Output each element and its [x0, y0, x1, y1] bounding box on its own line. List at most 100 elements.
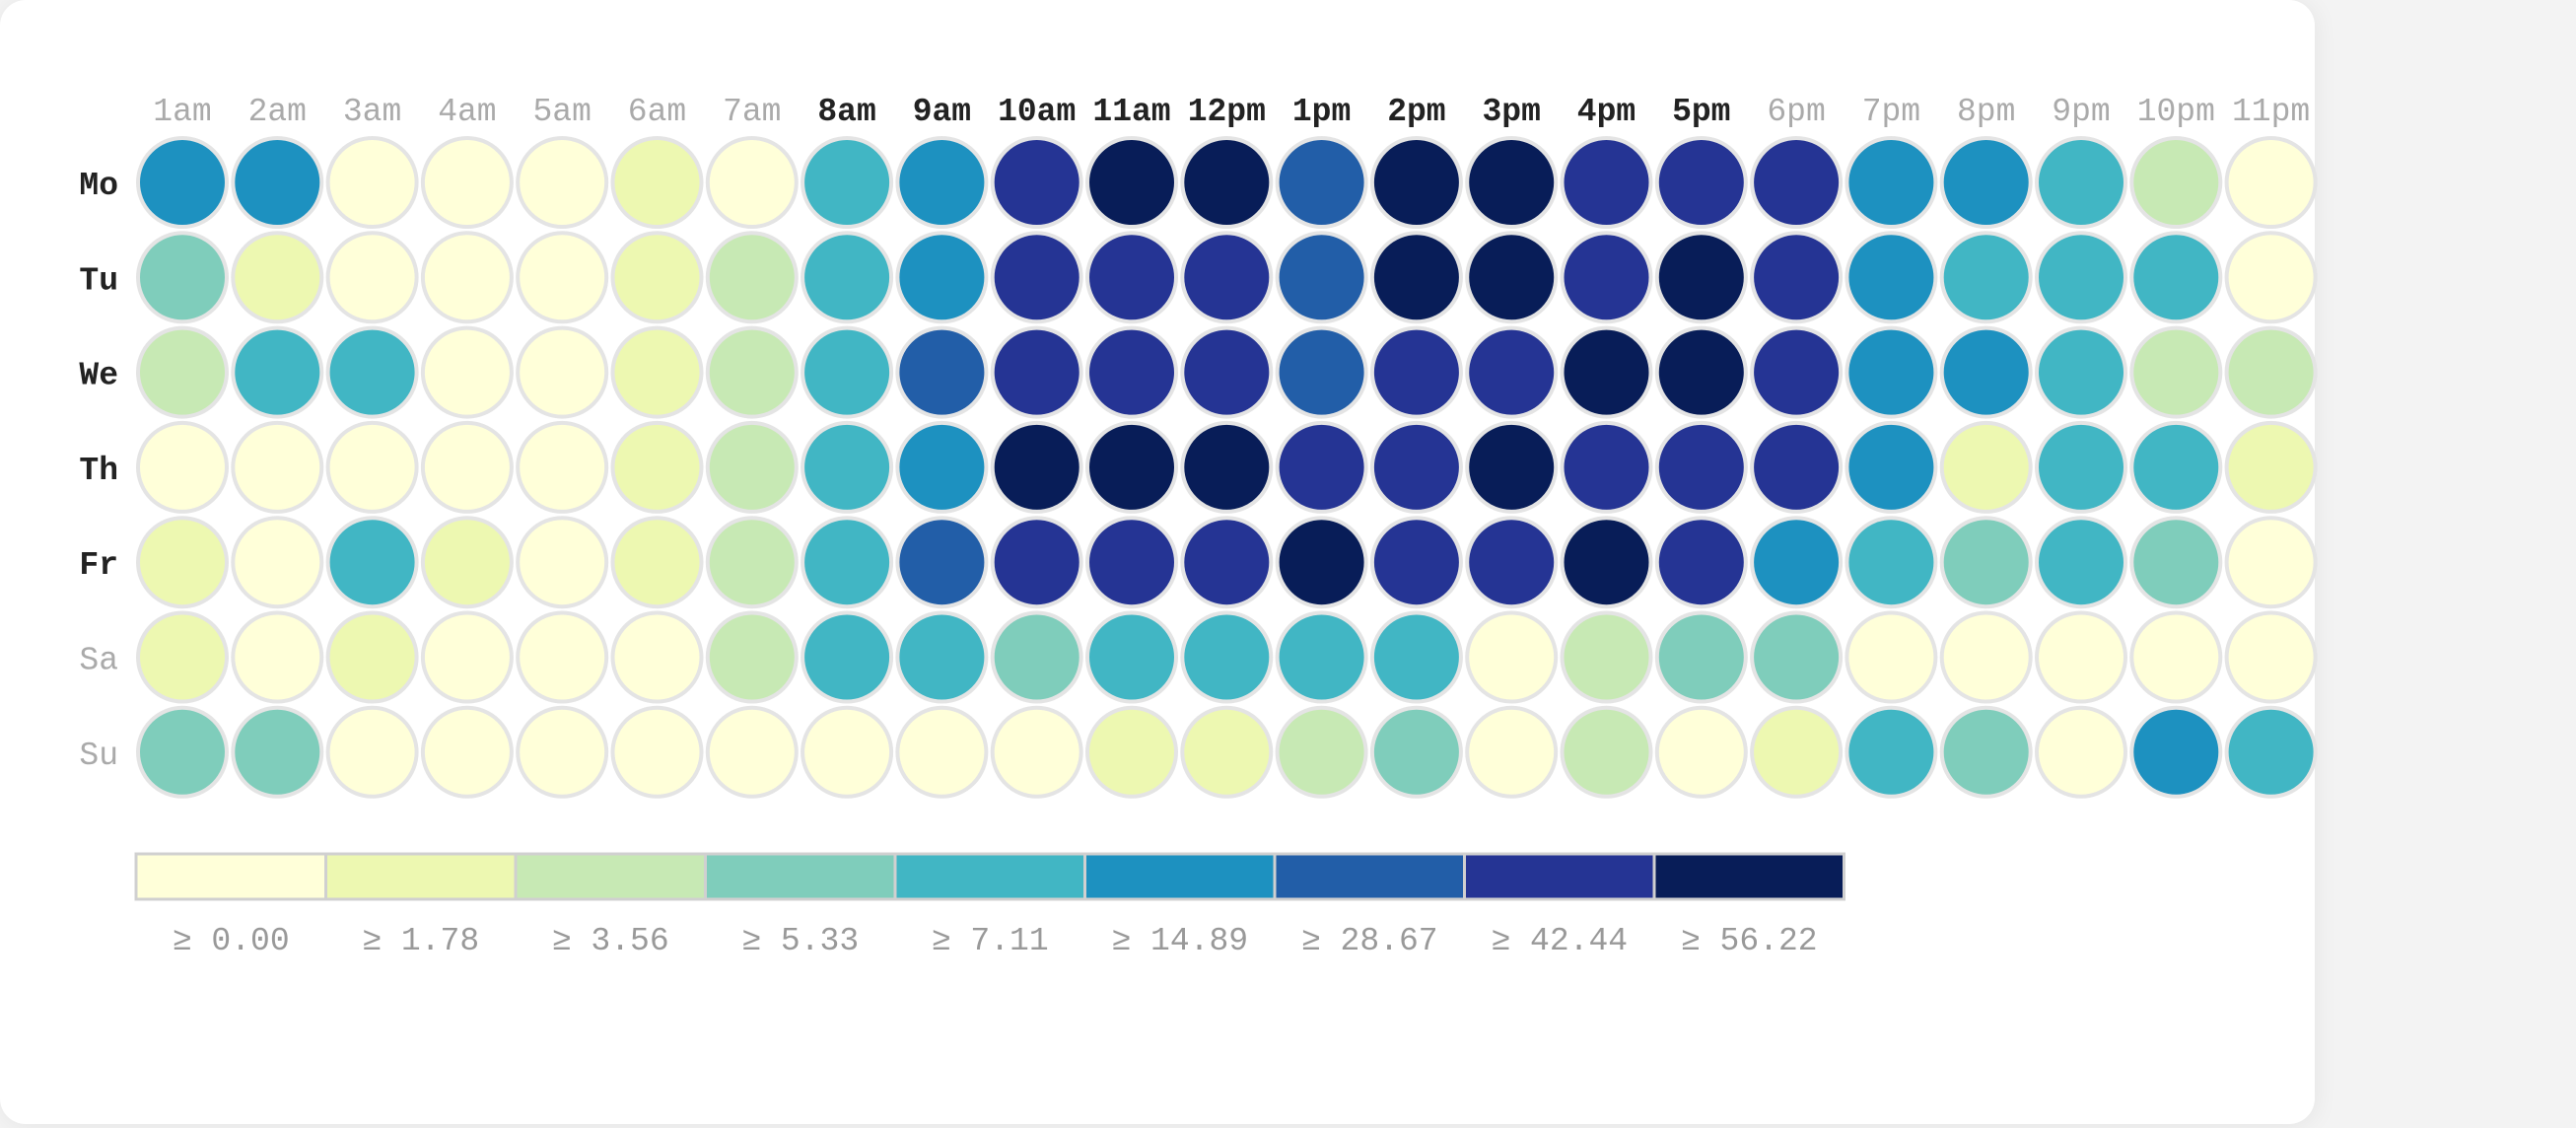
- heatmap-cell-Tu-2am: [231, 231, 324, 324]
- hour-label-9pm: 9pm: [2052, 94, 2110, 130]
- heatmap-cell-Fr-6am: [610, 516, 704, 609]
- heatmap-cell-Su-3pm: [1465, 705, 1559, 799]
- heatmap-cell-Tu-4pm: [1560, 231, 1653, 324]
- heatmap-cell-We-12pm: [1180, 325, 1274, 419]
- heatmap-cell-Tu-7am: [705, 231, 799, 324]
- heatmap-cell-Tu-8am: [801, 231, 894, 324]
- heatmap-cell-Th-7am: [705, 420, 799, 514]
- heatmap-cell-Su-7pm: [1845, 705, 1938, 799]
- heatmap-cell-Fr-1am: [136, 516, 229, 609]
- hour-label-8am: 8am: [817, 94, 875, 130]
- heatmap-cell-Su-6am: [610, 705, 704, 799]
- heatmap-cell-Su-11am: [1085, 705, 1178, 799]
- heatmap-cell-Sa-1am: [136, 610, 229, 704]
- heatmap-cell-Fr-5am: [516, 516, 609, 609]
- heatmap-cell-Mo-7am: [705, 136, 799, 229]
- hour-axis-labels: 1am 2am 3am 4am 5am 6am 7am 8am 9am 10am 11am 12pm 1…: [153, 94, 2310, 130]
- heatmap-cell-Fr-4pm: [1560, 516, 1653, 609]
- heatmap-cell-Su-12pm: [1180, 705, 1274, 799]
- hour-label-8pm: 8pm: [1957, 94, 2015, 130]
- heatmap-cell-Sa-7am: [705, 610, 799, 704]
- heatmap-cell-Th-7pm: [1845, 420, 1938, 514]
- legend-swatch-2: [514, 852, 707, 901]
- heatmap-cell-Sa-8am: [801, 610, 894, 704]
- heatmap-cell-We-10am: [990, 325, 1083, 419]
- heatmap-cell-Sa-10pm: [2129, 610, 2223, 704]
- legend-label-3: ≥ 5.33: [741, 923, 859, 959]
- heatmap-cell-Fr-10pm: [2129, 516, 2223, 609]
- heatmap-cell-We-4pm: [1560, 325, 1653, 419]
- heatmap-cell-Su-1pm: [1275, 705, 1368, 799]
- heatmap-cell-Th-4am: [420, 420, 514, 514]
- heatmap-cell-Th-6pm: [1750, 420, 1844, 514]
- heatmap-cell-Su-8pm: [1939, 705, 2033, 799]
- heatmap-cell-We-10pm: [2129, 325, 2223, 419]
- heatmap-cell-We-6am: [610, 325, 704, 419]
- heatmap-cell-Fr-12pm: [1180, 516, 1274, 609]
- heatmap-cell-Fr-3am: [325, 516, 419, 609]
- heatmap-cell-Mo-11am: [1085, 136, 1178, 229]
- heatmap-cell-Tu-12pm: [1180, 231, 1274, 324]
- legend-label-1: ≥ 1.78: [362, 923, 479, 959]
- legend-swatch-4: [893, 852, 1086, 901]
- day-label-Mo: Mo: [79, 168, 118, 204]
- day-label-Fr: Fr: [79, 547, 118, 584]
- heatmap-cell-Tu-5am: [516, 231, 609, 324]
- heatmap-cell-We-3am: [325, 325, 419, 419]
- hour-label-3am: 3am: [343, 94, 401, 130]
- hour-label-3pm: 3pm: [1482, 94, 1540, 130]
- heatmap-cell-Sa-2pm: [1369, 610, 1463, 704]
- heatmap-cell-Th-9am: [895, 420, 989, 514]
- heatmap-cell-Mo-11pm: [2224, 136, 2318, 229]
- day-label-Tu: Tu: [79, 262, 118, 299]
- heatmap-cell-Tu-2pm: [1369, 231, 1463, 324]
- heatmap-cell-Sa-11pm: [2224, 610, 2318, 704]
- heatmap-cell-Su-5pm: [1654, 705, 1748, 799]
- heatmap-cell-Sa-5am: [516, 610, 609, 704]
- heatmap-cell-Fr-9pm: [2035, 516, 2127, 609]
- hour-label-4pm: 4pm: [1577, 94, 1636, 130]
- hour-label-7am: 7am: [723, 94, 781, 130]
- heatmap-cell-Th-1pm: [1275, 420, 1368, 514]
- hour-label-6pm: 6pm: [1767, 94, 1825, 130]
- heatmap-cell-Fr-2pm: [1369, 516, 1463, 609]
- heatmap-cell-Th-5am: [516, 420, 609, 514]
- heatmap-cell-Tu-6pm: [1750, 231, 1844, 324]
- heatmap-cell-Fr-5pm: [1654, 516, 1748, 609]
- heatmap-cell-Mo-3pm: [1465, 136, 1559, 229]
- heatmap-cell-Fr-7am: [705, 516, 799, 609]
- heatmap-cell-We-11am: [1085, 325, 1178, 419]
- heatmap-cell-Tu-1am: [136, 231, 229, 324]
- heatmap-cell-We-7pm: [1845, 325, 1938, 419]
- hour-label-2am: 2am: [248, 94, 307, 130]
- heatmap-cell-Mo-4am: [420, 136, 514, 229]
- hour-label-10pm: 10pm: [2137, 94, 2215, 130]
- heatmap-cell-Mo-2pm: [1369, 136, 1463, 229]
- heatmap-cell-Fr-6pm: [1750, 516, 1844, 609]
- heatmap-cell-Mo-6pm: [1750, 136, 1844, 229]
- legend-swatch-6: [1273, 852, 1466, 901]
- heatmap-cell-Th-10am: [990, 420, 1083, 514]
- heatmap-cell-Fr-8am: [801, 516, 894, 609]
- heatmap-cell-Mo-10am: [990, 136, 1083, 229]
- hour-label-4am: 4am: [438, 94, 496, 130]
- heatmap-cell-Th-4pm: [1560, 420, 1653, 514]
- heatmap-cell-Th-3am: [325, 420, 419, 514]
- heatmap-cell-Sa-8pm: [1939, 610, 2033, 704]
- heatmap-cell-Tu-5pm: [1654, 231, 1748, 324]
- hour-label-5am: 5am: [532, 94, 591, 130]
- heatmap-cell-Su-7am: [705, 705, 799, 799]
- heatmap-cell-Sa-4pm: [1560, 610, 1653, 704]
- heatmap-cell-Tu-4am: [420, 231, 514, 324]
- heatmap-cell-Su-1am: [136, 705, 229, 799]
- hour-label-11am: 11am: [1092, 94, 1170, 130]
- heatmap-cell-Th-8am: [801, 420, 894, 514]
- heatmap-cell-We-2am: [231, 325, 324, 419]
- heatmap-cell-Su-11pm: [2224, 705, 2318, 799]
- heatmap-cell-Mo-3am: [325, 136, 419, 229]
- legend-label-8: ≥ 56.22: [1681, 923, 1818, 959]
- day-label-We: We: [79, 358, 118, 394]
- heatmap-cell-Sa-2am: [231, 610, 324, 704]
- hour-label-11pm: 11pm: [2232, 94, 2310, 130]
- heatmap-cell-Th-12pm: [1180, 420, 1274, 514]
